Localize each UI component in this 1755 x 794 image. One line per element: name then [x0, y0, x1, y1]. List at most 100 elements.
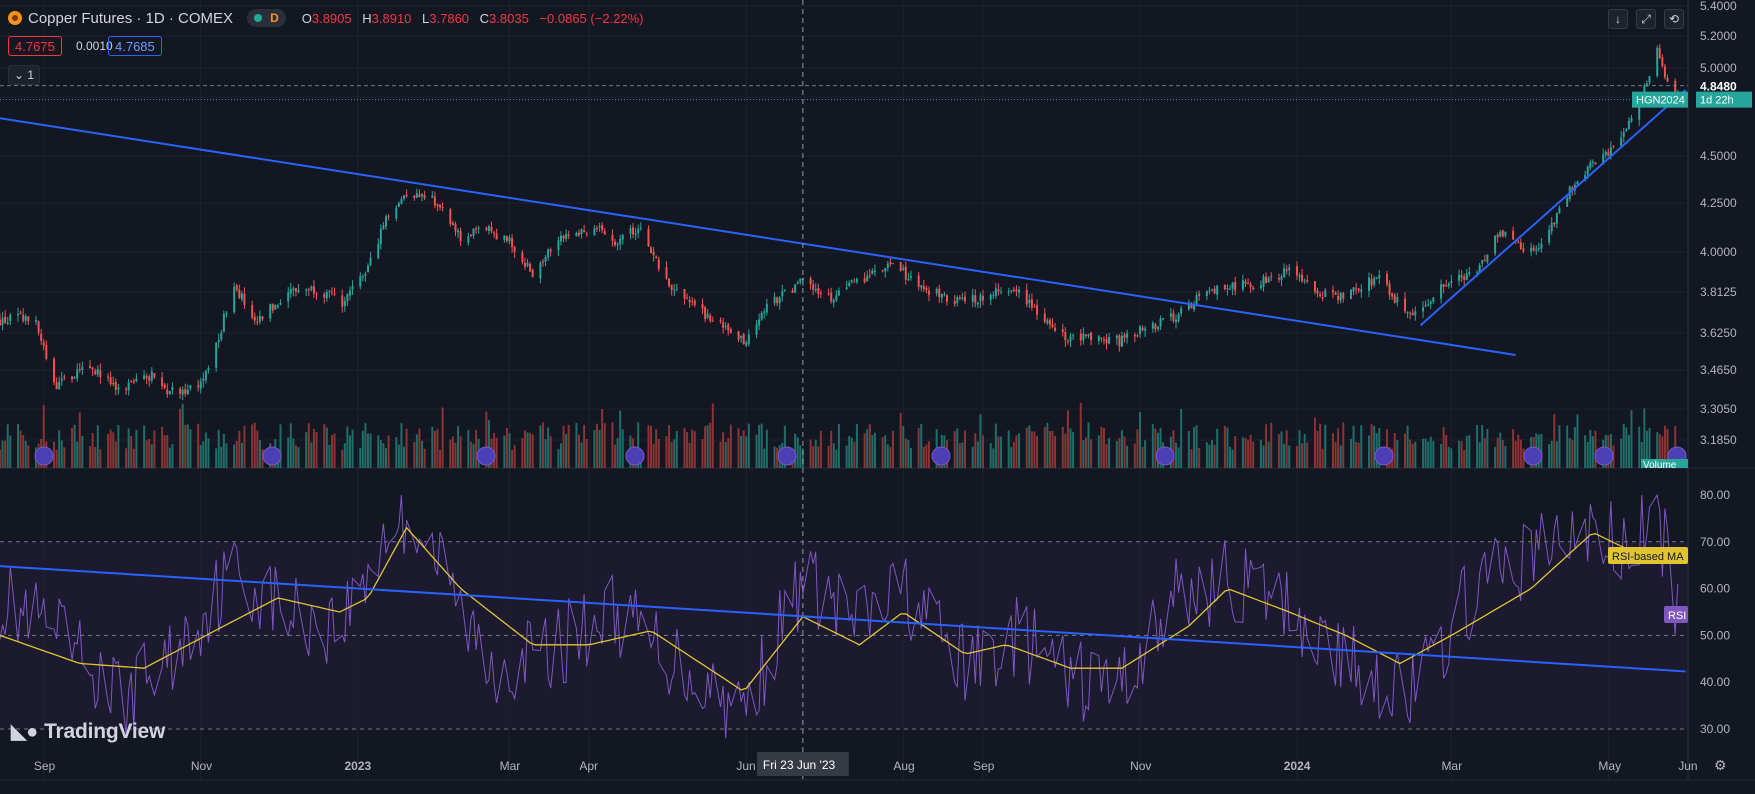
crosshair-date-tag	[756, 752, 849, 776]
volume-bar	[1476, 424, 1479, 468]
volume-bar	[603, 423, 606, 468]
volume-bar	[539, 425, 542, 468]
candle	[1406, 312, 1409, 314]
candle	[830, 292, 833, 302]
symbol-title[interactable]: Copper Futures · 1D · COMEX	[28, 9, 234, 27]
candle	[1015, 289, 1018, 292]
volume-bar	[668, 425, 671, 468]
candle	[927, 290, 930, 295]
candle	[297, 290, 300, 293]
volume-bar	[323, 424, 326, 468]
volume-bar	[1313, 417, 1316, 468]
volume-bar	[853, 442, 856, 468]
candle	[1594, 162, 1597, 165]
scroll-down-button[interactable]: ↓	[1608, 9, 1628, 29]
candle	[1411, 312, 1414, 316]
volume-bar	[403, 446, 406, 468]
collapse-indicators-button[interactable]: ⌄ 1	[8, 65, 40, 85]
fullscreen-button[interactable]: ⤢	[1636, 9, 1656, 29]
volume-bar	[740, 435, 743, 468]
volume-bar	[472, 443, 475, 468]
volume-bar	[235, 440, 238, 468]
candle	[55, 382, 58, 389]
dividend-event-icon[interactable]	[34, 446, 54, 466]
candle	[125, 388, 128, 390]
volume-bar	[457, 426, 460, 468]
candle	[1422, 307, 1425, 312]
volume-bar	[1018, 433, 1021, 468]
dividend-event-icon[interactable]	[262, 446, 282, 466]
rsi-trendline[interactable]	[0, 565, 1686, 673]
dividend-event-icon[interactable]	[476, 446, 496, 466]
candle	[279, 302, 282, 305]
candle	[289, 289, 292, 294]
dividend-event-icon[interactable]	[1155, 446, 1175, 466]
volume-bar	[197, 423, 200, 468]
volume-bar	[819, 430, 822, 468]
candle	[184, 388, 187, 394]
candle	[382, 225, 385, 229]
candle	[89, 366, 92, 369]
volume-bar	[1082, 439, 1085, 468]
candle	[1627, 120, 1630, 130]
candle	[763, 311, 766, 313]
volume-bar	[647, 425, 650, 468]
candle	[835, 295, 838, 301]
candle	[683, 289, 686, 299]
dividend-event-icon[interactable]	[931, 446, 951, 466]
dividend-event-icon[interactable]	[1594, 446, 1614, 466]
candle	[1087, 333, 1090, 336]
candle	[45, 345, 48, 359]
candle	[451, 222, 454, 226]
dividend-event-icon[interactable]	[1374, 446, 1394, 466]
volume-bar	[863, 433, 866, 468]
reset-chart-button[interactable]: ⟲	[1664, 9, 1684, 29]
candle	[1620, 137, 1623, 146]
volume-bar	[1589, 429, 1592, 468]
volume-bar	[1, 440, 4, 468]
volume-bar	[94, 446, 97, 468]
volume-bar	[287, 437, 290, 468]
dividend-event-icon[interactable]	[625, 446, 645, 466]
buy-price-button[interactable]: 4.7685	[108, 36, 162, 56]
candle	[1180, 308, 1183, 314]
candle	[899, 262, 902, 271]
close-key: C	[479, 10, 490, 26]
symbol-logo-icon	[8, 11, 22, 25]
volume-bar	[1540, 434, 1543, 468]
candle	[387, 215, 390, 217]
tradingview-logo[interactable]: ◣● TradingView	[11, 719, 165, 744]
candle	[91, 367, 94, 370]
market-status-badge[interactable]: D	[247, 9, 286, 27]
volume-bar	[889, 446, 892, 468]
candle	[832, 299, 835, 303]
volume-bar	[22, 435, 25, 468]
price-trendline[interactable]	[0, 117, 1516, 356]
candle	[333, 293, 336, 295]
sell-price-button[interactable]: 4.7675	[8, 36, 62, 56]
volume-bar	[796, 437, 799, 468]
volume-bar	[163, 435, 166, 468]
dividend-event-icon[interactable]	[1523, 446, 1543, 466]
volume-bar	[1404, 433, 1407, 468]
candle	[1123, 334, 1126, 338]
volume-bar	[333, 433, 336, 468]
volume-bar	[614, 444, 617, 468]
candle	[114, 381, 117, 390]
contract-tag[interactable]	[1632, 91, 1688, 108]
settings-icon[interactable]: ⚙	[1714, 757, 1727, 773]
time-tick-label: Nov	[1130, 759, 1151, 773]
volume-bar	[369, 433, 372, 468]
volume-bar	[886, 444, 889, 468]
price-trendline[interactable]	[1419, 89, 1687, 327]
volume-bar	[207, 438, 210, 468]
candle	[1280, 276, 1283, 280]
volume-bar	[845, 445, 848, 468]
dividend-event-icon[interactable]	[777, 446, 797, 466]
price-tick-label: 5.4000	[1700, 0, 1737, 13]
volume-bar	[1548, 444, 1551, 468]
volume-bar	[1277, 434, 1280, 468]
volume-bar	[243, 425, 246, 468]
candle	[1555, 212, 1558, 224]
